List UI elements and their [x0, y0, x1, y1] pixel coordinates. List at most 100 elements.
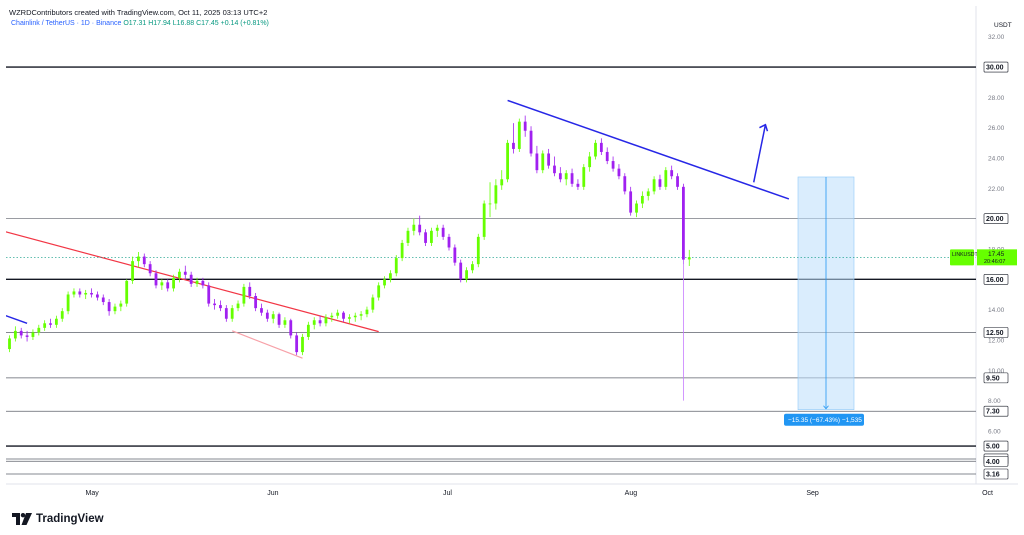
candle-body[interactable]	[377, 285, 381, 298]
candle-body[interactable]	[558, 173, 562, 180]
candle-body[interactable]	[318, 320, 322, 324]
candle-body[interactable]	[312, 320, 316, 325]
candle-body[interactable]	[119, 303, 123, 307]
candle-body[interactable]	[330, 315, 334, 318]
candle-body[interactable]	[78, 291, 82, 295]
candle-body[interactable]	[347, 317, 351, 319]
candle-body[interactable]	[13, 330, 17, 339]
candle-body[interactable]	[183, 271, 187, 275]
candle-body[interactable]	[236, 303, 240, 309]
candle-body[interactable]	[588, 156, 592, 168]
candle-body[interactable]	[494, 185, 498, 204]
candle-body[interactable]	[441, 227, 445, 237]
chart-canvas[interactable]: MayJunJulAugSepOctNovDec32.0030.0028.002…	[6, 6, 1018, 529]
candle-body[interactable]	[301, 336, 304, 353]
candle-body[interactable]	[54, 318, 58, 325]
candle-body[interactable]	[277, 314, 281, 325]
candle-body[interactable]	[611, 161, 615, 169]
candle-body[interactable]	[594, 142, 597, 157]
candle-body[interactable]	[49, 323, 52, 325]
candle-body[interactable]	[254, 296, 258, 309]
candle-body[interactable]	[406, 230, 410, 243]
candle-body[interactable]	[682, 186, 685, 260]
candle-body[interactable]	[213, 303, 216, 306]
candle-body[interactable]	[676, 176, 679, 187]
candle-body[interactable]	[172, 277, 175, 289]
candle-body[interactable]	[19, 330, 23, 336]
candle-body[interactable]	[359, 314, 363, 316]
candle-body[interactable]	[430, 230, 433, 243]
candle-body[interactable]	[394, 258, 398, 274]
candle-body[interactable]	[154, 273, 158, 286]
candle-body[interactable]	[295, 335, 299, 353]
candle-body[interactable]	[342, 312, 345, 319]
candle-body[interactable]	[529, 130, 533, 154]
candle-body[interactable]	[178, 271, 181, 278]
candle-body[interactable]	[465, 270, 468, 280]
candle-body[interactable]	[142, 256, 146, 265]
candle-body[interactable]	[166, 282, 170, 289]
candle-body[interactable]	[371, 297, 375, 310]
candle-body[interactable]	[541, 153, 545, 171]
candle-body[interactable]	[664, 170, 668, 187]
candle-body[interactable]	[324, 317, 328, 324]
candle-body[interactable]	[506, 142, 509, 180]
candle-body[interactable]	[476, 236, 480, 265]
candle-body[interactable]	[96, 294, 99, 298]
candle-body[interactable]	[219, 305, 222, 309]
candle-body[interactable]	[412, 224, 416, 231]
candle-body[interactable]	[500, 179, 504, 186]
candle-body[interactable]	[646, 191, 650, 196]
candle-body[interactable]	[640, 195, 644, 204]
candle-body[interactable]	[224, 308, 228, 319]
candle-body[interactable]	[248, 286, 252, 296]
candle-body[interactable]	[37, 327, 41, 333]
blue-lower-channel-line[interactable]	[6, 296, 28, 324]
candle-body[interactable]	[107, 302, 111, 312]
candle-body[interactable]	[453, 247, 457, 263]
candle-body[interactable]	[424, 232, 427, 243]
candle-body[interactable]	[336, 312, 340, 316]
candle-body[interactable]	[72, 291, 76, 295]
candle-body[interactable]	[582, 167, 586, 187]
candle-body[interactable]	[195, 280, 199, 284]
tradingview-brand[interactable]: TradingView	[12, 513, 104, 525]
candle-body[interactable]	[459, 262, 463, 280]
candle-body[interactable]	[365, 309, 369, 315]
candle-body[interactable]	[207, 285, 211, 304]
candle-body[interactable]	[553, 165, 556, 174]
candle-body[interactable]	[564, 173, 568, 180]
candle-body[interactable]	[617, 168, 621, 177]
candle-body[interactable]	[160, 282, 164, 286]
candle-body[interactable]	[66, 294, 70, 312]
candle-body[interactable]	[43, 323, 47, 328]
candle-body[interactable]	[201, 280, 205, 286]
symbol-legend[interactable]: Chainlink / TetherUS · 1D · Binance O17.…	[11, 20, 269, 27]
candle-body[interactable]	[148, 264, 152, 274]
candle-body[interactable]	[230, 308, 234, 319]
candle-body[interactable]	[652, 179, 656, 192]
candle-body[interactable]	[418, 224, 422, 233]
candle-body[interactable]	[84, 292, 88, 295]
candle-body[interactable]	[447, 236, 451, 248]
red-parallel-channel-line[interactable]	[231, 330, 303, 359]
candle-body[interactable]	[265, 312, 269, 319]
candle-body[interactable]	[599, 142, 603, 152]
candle-body[interactable]	[512, 142, 515, 149]
candle-body[interactable]	[400, 242, 404, 259]
current-price-axis-tag[interactable]	[977, 249, 1017, 266]
candle-body[interactable]	[283, 320, 287, 325]
candle-body[interactable]	[488, 203, 492, 205]
candle-body[interactable]	[629, 191, 633, 213]
candle-body[interactable]	[576, 183, 580, 187]
candle-body[interactable]	[242, 286, 246, 304]
candle-body[interactable]	[60, 311, 64, 319]
candle-body[interactable]	[353, 315, 357, 318]
candle-body[interactable]	[389, 273, 392, 280]
candle-body[interactable]	[131, 261, 134, 281]
candle-body[interactable]	[113, 306, 117, 312]
candle-body[interactable]	[189, 274, 193, 284]
candle-body[interactable]	[137, 256, 140, 262]
candle-body[interactable]	[605, 151, 609, 162]
measure-label-box[interactable]	[784, 413, 864, 426]
